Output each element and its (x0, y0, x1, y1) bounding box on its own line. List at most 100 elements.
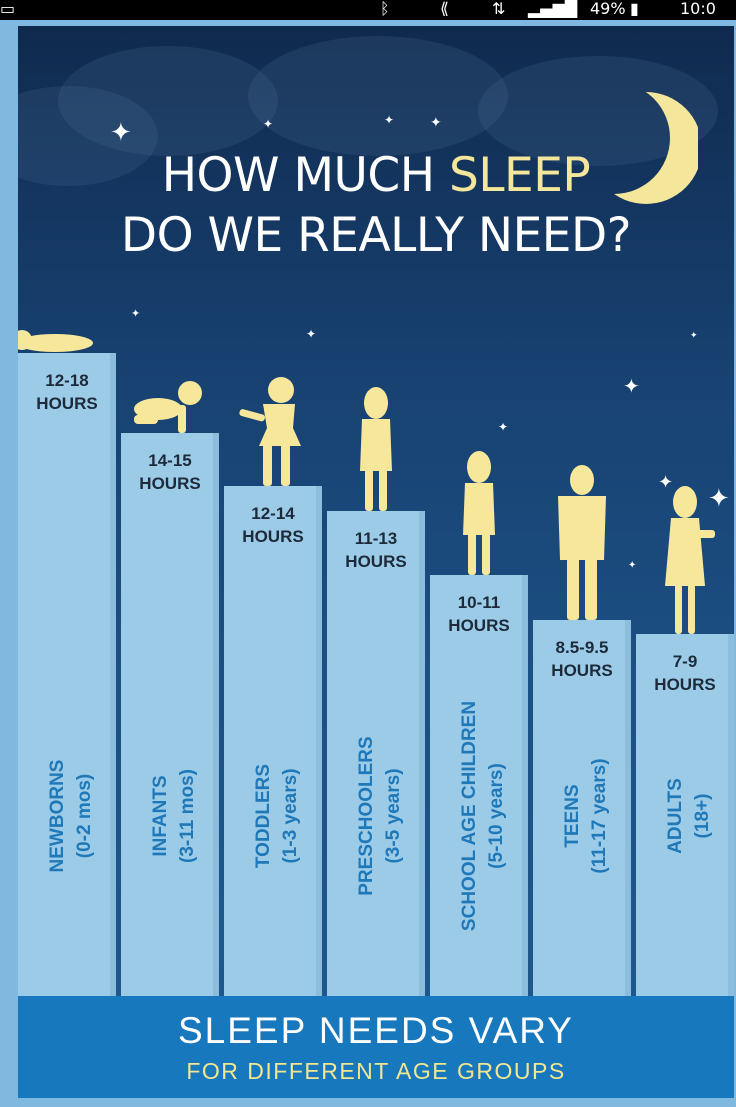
hours-value-label: 8.5-9.5 (556, 638, 609, 657)
hours-value-label: 10-11 (458, 593, 501, 612)
child-figure-leg (482, 533, 490, 575)
figure-silhouette (463, 451, 495, 575)
bar-group: 7-9 HOURS ADULTS (18+) (636, 486, 734, 996)
child-figure-body (463, 483, 495, 535)
category-label: TODDLERS (1-3 years) (253, 764, 301, 868)
category-age: (1-3 years) (280, 768, 301, 863)
category-label: PRESCHOOLERS (3-5 years) (356, 736, 404, 895)
star-icon: ✦ (131, 307, 141, 320)
category-age: (11-17 years) (589, 758, 610, 873)
category-age: (0-2 mos) (74, 774, 95, 858)
toddler-figure-leg (263, 444, 272, 486)
figure-silhouette (360, 387, 392, 511)
bar (636, 634, 734, 996)
category-label: SCHOOL AGE CHILDREN (5-10 years) (459, 701, 507, 931)
child-figure-head (364, 387, 388, 419)
title-highlight: SLEEP (449, 148, 591, 203)
category-name: NEWBORNS (47, 760, 68, 873)
footer-heading: SLEEP NEEDS VARY (177, 1010, 574, 1051)
figure-silhouette (558, 465, 606, 620)
baby-figure (18, 334, 93, 352)
category-age: (18+) (692, 794, 713, 839)
adult-figure-arm (697, 530, 715, 538)
child-figure-head (467, 451, 491, 483)
notification-icon: ▭ (0, 0, 16, 18)
toddler-figure-head (268, 377, 294, 403)
bar-group: 12-14 HOURS TODDLERS (1-3 years) (224, 377, 322, 996)
bar (18, 353, 116, 996)
teen-figure-body (558, 496, 606, 560)
bar-chart: 12-18 HOURS NEWBORNS (0-2 mos) 14-15 HOURS INF… (18, 330, 734, 996)
bar-group: 11-13 HOURS PRESCHOOLERS (3-5 years) (327, 387, 425, 996)
category-name: PRESCHOOLERS (356, 736, 377, 895)
bar (224, 486, 322, 996)
category-label: TEENS (11-17 years) (562, 758, 610, 873)
title-line-2: DO WE REALLY NEED? (120, 208, 632, 263)
bar-group: 12-18 HOURS NEWBORNS (0-2 mos) (18, 330, 116, 996)
cloud (18, 86, 158, 186)
star-icon: ✦ (628, 560, 637, 571)
category-label: ADULTS (18+) (665, 778, 713, 854)
figure-silhouette (665, 486, 715, 634)
star-icon: ✦ (430, 115, 442, 131)
adult-figure-leg (675, 584, 682, 634)
figure-silhouette (239, 377, 301, 486)
adult-figure-head (673, 486, 697, 518)
clock: 10:0 (680, 0, 716, 18)
bar-group: 14-15 HOURS INFANTS (3-11 mos) (121, 381, 219, 996)
hours-unit-label: HOURS (654, 675, 715, 694)
infant-figure-body (134, 398, 182, 420)
category-label: NEWBORNS (0-2 mos) (47, 760, 95, 873)
chart-title: HOW MUCH SLEEP DO WE REALLY NEED? (18, 146, 734, 266)
bluetooth-icon: ᛒ (380, 0, 390, 18)
category-name: TODDLERS (253, 764, 274, 868)
teen-figure-leg (567, 558, 579, 620)
bar-edge (316, 486, 322, 996)
toddler-figure-body (259, 404, 301, 446)
baby-figure-head (18, 330, 32, 350)
category-age: (3-5 years) (383, 768, 404, 863)
star-icon: ✦ (110, 118, 132, 148)
vibrate-icon: ⟪ (440, 0, 449, 18)
bar-group: 8.5-9.5 HOURS TEENS (11-17 years) (533, 465, 631, 996)
bar (533, 620, 631, 996)
toddler-figure-leg (281, 444, 290, 486)
hours-unit-label: HOURS (242, 527, 303, 546)
star-icon: ✦ (263, 117, 274, 131)
moon-icon (590, 92, 698, 204)
title-text: HOW MUCH (161, 148, 450, 203)
star-icon: ✦ (623, 374, 640, 398)
infant-figure-arm (178, 405, 186, 433)
toddler-figure-arm (239, 409, 265, 422)
category-age: (5-10 years) (486, 763, 507, 869)
category-name: ADULTS (665, 778, 686, 854)
bar-edge (728, 634, 734, 996)
category-age: (3-11 mos) (177, 769, 198, 863)
status-bar: ▭ ᛒ ⟪ ⇅ ▂▄▆█ 49% ▮ 10:0 (0, 0, 736, 20)
hours-unit-label: HOURS (448, 616, 509, 635)
data-transfer-icon: ⇅ (492, 0, 506, 18)
bar-edge (522, 575, 528, 996)
category-name: SCHOOL AGE CHILDREN (459, 701, 480, 931)
hours-value-label: 11-13 (355, 529, 398, 548)
battery-percent: 49% (590, 0, 626, 18)
bar (430, 575, 528, 996)
category-label: INFANTS (3-11 mos) (150, 769, 198, 863)
title-line-1: HOW MUCH SLEEP (18, 146, 734, 206)
teen-figure-head (570, 465, 594, 495)
star-icon: ✦ (384, 113, 395, 127)
adult-figure-body (665, 518, 705, 586)
hours-unit-label: HOURS (139, 474, 200, 493)
bar-group: 10-11 HOURS SCHOOL AGE CHILDREN (5-10 years… (430, 451, 528, 996)
star-icon: ✦ (708, 484, 730, 514)
child-figure-body (360, 419, 392, 471)
footer-subheading: FOR DIFFERENT AGE GROUPS (186, 1058, 566, 1084)
cloud (248, 36, 508, 156)
adult-figure-leg (688, 584, 695, 634)
hours-unit-label: HOURS (551, 661, 612, 680)
figure-silhouette (18, 330, 93, 352)
teen-figure-leg (585, 558, 597, 620)
star-icon: ✦ (498, 420, 509, 434)
star-icon: ✦ (306, 327, 317, 341)
footer-banner: SLEEP NEEDS VARY FOR DIFFERENT AGE GROUP… (18, 996, 734, 1098)
